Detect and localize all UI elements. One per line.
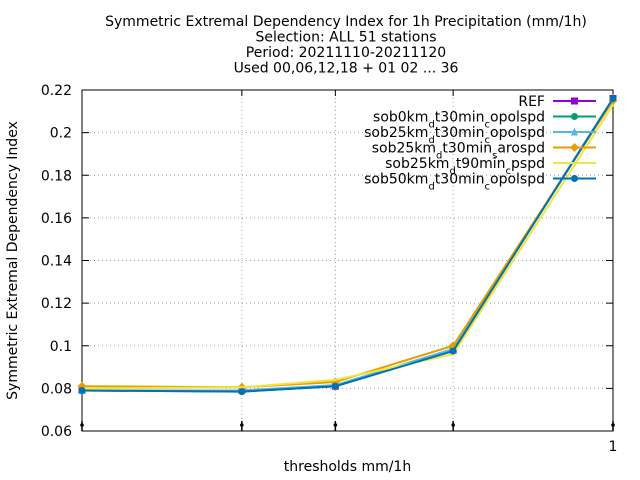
legend-label-part: t30min bbox=[435, 172, 485, 188]
legend-label-part: d bbox=[428, 119, 434, 130]
legend-label-part: t90min bbox=[456, 156, 506, 172]
chart-title: Symmetric Extremal Dependency Index for … bbox=[105, 14, 587, 77]
x-tick-marker bbox=[240, 423, 244, 427]
legend-label-part: pspd bbox=[511, 156, 545, 172]
data-point bbox=[238, 388, 246, 396]
legend-item: sob25kmdt30minsarospd bbox=[372, 141, 596, 162]
legend-label-part: t30min bbox=[435, 110, 485, 126]
series-line bbox=[81, 104, 614, 390]
data-point bbox=[571, 113, 578, 120]
legend-label-part: opolspd bbox=[490, 125, 545, 141]
data-point bbox=[571, 97, 578, 105]
legend-label-part: c bbox=[506, 166, 512, 177]
chart-title-line: Period: 20211110-20211120 bbox=[246, 45, 446, 61]
data-point bbox=[571, 175, 578, 182]
data-point bbox=[331, 382, 339, 390]
chart-title-line: Symmetric Extremal Dependency Index for … bbox=[105, 14, 587, 30]
legend-label: sob25kmdt90mincpspd bbox=[385, 156, 545, 177]
legend-item: REF bbox=[518, 94, 596, 110]
y-tick-label: 0.18 bbox=[41, 168, 72, 184]
legend-item: sob50kmdt30mincopolspd bbox=[364, 172, 596, 193]
legend-label-part: s bbox=[492, 150, 497, 161]
y-tick-label: 0.22 bbox=[41, 83, 72, 99]
data-point bbox=[571, 127, 578, 136]
x-tick-marker bbox=[451, 423, 455, 427]
chart-title-line: Used 00,06,12,18 + 01 02 ... 36 bbox=[234, 61, 459, 77]
data-point bbox=[570, 143, 579, 152]
x-tick-marker bbox=[80, 423, 84, 427]
x-tick-label: 1 bbox=[609, 439, 618, 455]
data-point bbox=[449, 347, 457, 355]
legend-label-part: opolspd bbox=[490, 172, 545, 188]
y-tick-label: 0.08 bbox=[41, 381, 72, 397]
legend: REFsob0kmdt30mincopolspdsob25kmdt30minco… bbox=[364, 94, 596, 192]
y-tick-label: 0.1 bbox=[50, 339, 72, 355]
y-tick-label: 0.06 bbox=[41, 424, 72, 440]
legend-item: sob25kmdt90mincpspd bbox=[385, 156, 596, 177]
legend-label-part: opolspd bbox=[490, 110, 545, 126]
legend-label-part: arospd bbox=[497, 141, 545, 157]
x-axis: 1 bbox=[80, 90, 617, 455]
y-tick-label: 0.14 bbox=[41, 254, 72, 270]
legend-label-part: c bbox=[485, 119, 491, 130]
legend-label-part: sob25km bbox=[364, 125, 428, 141]
x-axis-label: thresholds mm/1h bbox=[284, 459, 411, 475]
data-point bbox=[78, 387, 86, 395]
legend-label-part: REF bbox=[518, 94, 545, 110]
series-layer bbox=[77, 94, 618, 396]
chart-title-line: Selection: ALL 51 stations bbox=[255, 30, 436, 46]
x-tick-marker bbox=[611, 423, 615, 427]
legend-label-part: d bbox=[428, 181, 434, 192]
legend-label-part: sob0km bbox=[373, 110, 428, 126]
legend-label-part: t30min bbox=[435, 125, 485, 141]
legend-label-part: d bbox=[436, 150, 442, 161]
legend-label-part: c bbox=[485, 135, 491, 146]
y-tick-label: 0.2 bbox=[50, 126, 72, 142]
legend-label-part: sob25km bbox=[372, 141, 436, 157]
legend-label-part: c bbox=[485, 181, 491, 192]
y-axis: 0.06 0.08 0.1 0.12 0.14 0.16 0.18 0.2 0.22 bbox=[41, 83, 613, 440]
legend-label-part: t30min bbox=[442, 141, 492, 157]
x-tick-marker bbox=[333, 423, 338, 427]
legend-item: sob0kmdt30mincopolspd bbox=[373, 110, 596, 131]
series-4 bbox=[81, 104, 614, 390]
legend-label: REF bbox=[518, 94, 545, 110]
legend-label: sob0kmdt30mincopolspd bbox=[373, 110, 545, 131]
y-tick-label: 0.16 bbox=[41, 211, 72, 227]
legend-label: sob50kmdt30mincopolspd bbox=[364, 172, 545, 193]
data-point bbox=[609, 95, 617, 103]
legend-label: sob25kmdt30mincopolspd bbox=[364, 125, 545, 146]
legend-label-part: sob25km bbox=[385, 156, 449, 172]
y-tick-label: 0.12 bbox=[41, 296, 72, 312]
legend-item: sob25kmdt30mincopolspd bbox=[364, 125, 596, 146]
series-5 bbox=[78, 95, 617, 396]
legend-label-part: d bbox=[449, 166, 455, 177]
legend-label-part: d bbox=[428, 135, 434, 146]
legend-label-part: sob50km bbox=[364, 172, 428, 188]
y-axis-label: Symmetric Extremal Dependency Index bbox=[5, 121, 21, 400]
legend-label: sob25kmdt30minsarospd bbox=[372, 141, 545, 162]
